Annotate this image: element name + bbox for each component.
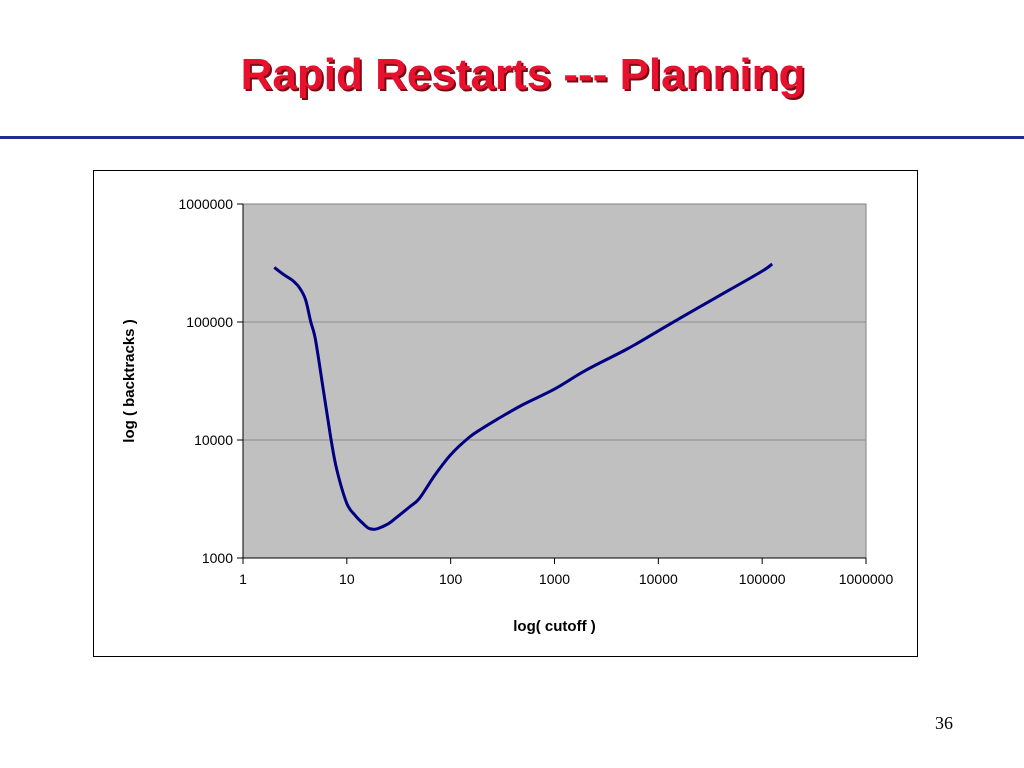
- series-line: [273, 262, 774, 531]
- y-tick-label: 1000000: [178, 196, 233, 212]
- x-tick-label: 100: [439, 571, 463, 587]
- x-axis-title: log( cutoff ): [513, 618, 595, 635]
- x-tick-label: 100000: [739, 571, 786, 587]
- chart-svg: 1000 10000 100000 1000000 1 10 100 1000 10000 100…: [121, 196, 893, 635]
- x-tick-label: 10: [339, 571, 355, 587]
- slide-title: Rapid Restarts --- Planning: [240, 50, 806, 99]
- x-tick-label: 10000: [639, 571, 678, 587]
- axis-layer: [237, 203, 867, 564]
- x-tick-label: 1000: [539, 571, 570, 587]
- y-tick-label: 10000: [194, 432, 233, 448]
- page-number: 36: [935, 713, 953, 733]
- y-tick-label: 1000: [202, 550, 233, 566]
- chart-frame: 1000 10000 100000 1000000 1 10 100 1000 10000 100…: [93, 170, 918, 657]
- label-layer: 1000 10000 100000 1000000 1 10 100 1000 10000 100…: [178, 196, 893, 587]
- y-tick-label: 100000: [186, 314, 233, 330]
- series-layer: [273, 262, 774, 531]
- x-tick-label: 1: [239, 571, 247, 587]
- plot-area: [242, 203, 867, 559]
- grid-layer: [243, 321, 866, 441]
- x-tick-label: 1000000: [839, 571, 894, 587]
- y-axis-title: log ( backtracks ): [121, 319, 138, 442]
- title-divider: [0, 136, 1024, 139]
